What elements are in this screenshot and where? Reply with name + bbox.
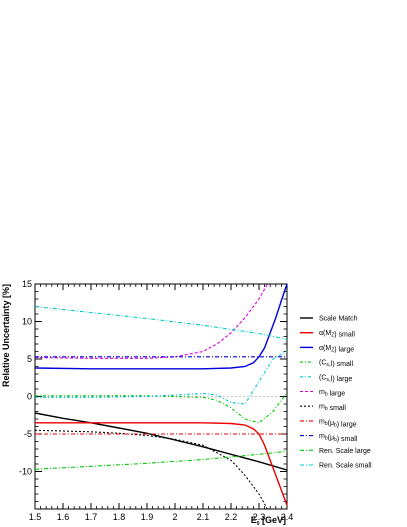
x-tick-label: 2.3 — [253, 512, 266, 522]
legend-entry-1: α(MZ) small — [319, 330, 355, 339]
x-tick-label: 1.5 — [29, 512, 42, 522]
y-tick-label: -5 — [24, 429, 32, 439]
series-line-9 — [34, 450, 288, 470]
legend-entry-2: α(MZ) large — [319, 345, 354, 354]
x-tick-label: 1.7 — [85, 512, 98, 522]
x-tick-label: 1.6 — [57, 512, 70, 522]
series-line-0 — [34, 412, 288, 471]
axis-ticks: 1.5 1.6 1.7 1.8 1.9 2 2.1 2.2 2.3 2.4 -10 -5 0 5 10 15 — [19, 279, 293, 522]
legend-entry-8: mb(μb) small — [319, 433, 358, 443]
x-tick-label: 2.2 — [225, 512, 238, 522]
series-line-10 — [34, 305, 288, 341]
x-tick-label: 2.1 — [197, 512, 210, 522]
x-tick-label: 2.4 — [281, 512, 294, 522]
series-layer — [34, 283, 288, 510]
y-tick-label: 15 — [22, 279, 32, 289]
series-line-2 — [34, 283, 288, 370]
y-tick-label: 10 — [22, 317, 32, 327]
y-axis-label: Relative Uncertainty [%] — [1, 284, 11, 387]
legend-entry-3: (Cs,l) small — [319, 360, 353, 369]
series-line-6 — [34, 429, 268, 510]
x-axis-label: E0 [GeV] — [251, 515, 286, 527]
y-tick-label: -10 — [19, 467, 32, 477]
x-tick-label: 2 — [172, 512, 177, 522]
series-line-1 — [35, 422, 288, 506]
legend-entry-0: Scale Match — [319, 316, 358, 323]
y-tick-label: 5 — [27, 354, 32, 364]
x-tick-label: 1.9 — [141, 512, 154, 522]
legend: Scale Match α(MZ) small α(MZ) large (Cs,l) … — [300, 316, 372, 470]
legend-entry-5: mb large — [319, 389, 345, 398]
x-tick-label: 1.8 — [113, 512, 126, 522]
y-tick-label: 0 — [27, 392, 32, 402]
legend-entry-6: mb small — [319, 404, 346, 413]
series-line-5 — [34, 283, 268, 359]
legend-entry-9: Ren. Scale large — [319, 448, 371, 455]
legend-entry-4: (Cs,l) large — [319, 374, 352, 383]
legend-entry-10: Ren. Scale small — [319, 463, 372, 470]
legend-entry-7: mb(μb) large — [319, 418, 357, 428]
